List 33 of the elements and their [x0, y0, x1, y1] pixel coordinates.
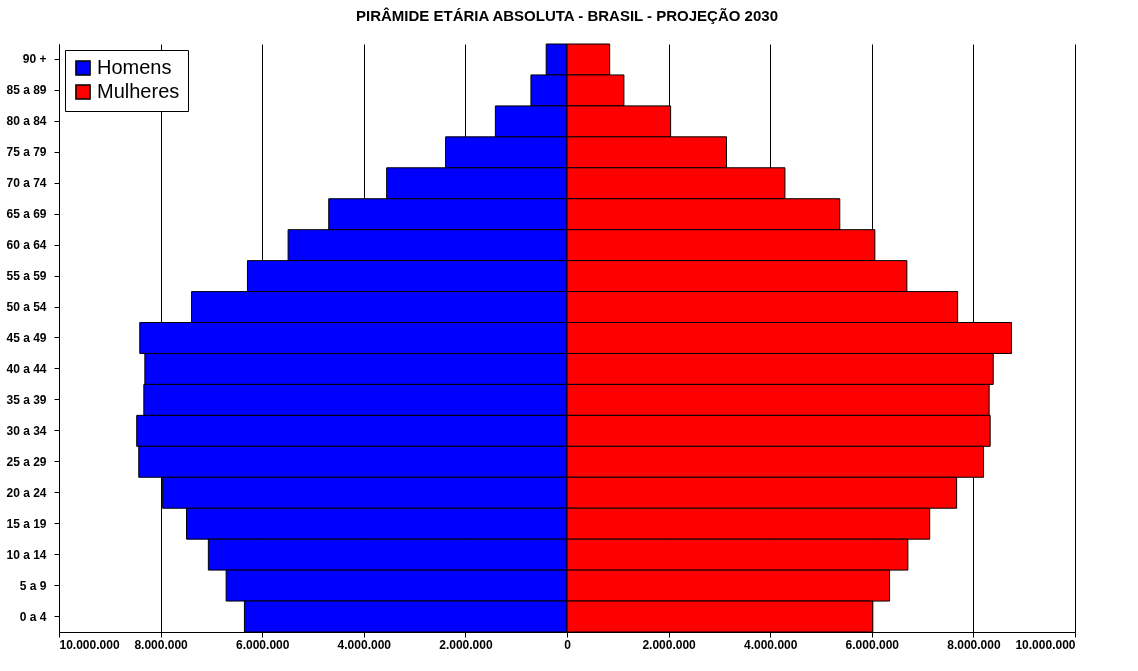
y-tick-label: 80 a 84	[6, 114, 47, 129]
x-tick-label: 4.000.000	[744, 637, 798, 652]
x-tick-label: 6.000.000	[236, 637, 290, 652]
y-tick-label: 45 a 49	[6, 331, 47, 345]
y-tick-label: 15 a 19	[6, 516, 47, 531]
legend-label: Homens	[97, 56, 172, 78]
x-tick-label: 8.000.000	[947, 637, 1001, 652]
y-tick-label: 25 a 29	[6, 454, 47, 469]
y-tick-label: 20 a 24	[6, 485, 47, 500]
y-tick-label: 90 +	[22, 52, 47, 67]
y-tick-label: 0 a 4	[19, 609, 47, 624]
y-tick-label: 55 a 59	[6, 269, 47, 284]
x-tick-label: 10.000.000	[59, 637, 120, 652]
x-tick-label: 8.000.000	[134, 637, 189, 652]
x-tick-label: 2.000.000	[642, 637, 697, 652]
x-tick-label: 6.000.000	[845, 637, 900, 652]
legend-label: Mulheres	[97, 80, 180, 102]
chart-title: PIRÂMIDE ETÁRIA ABSOLUTA - BRASIL - PROJEÇÃO 2030	[356, 6, 778, 24]
y-tick-label: 30 a 34	[6, 423, 47, 438]
y-tick-label: 10 a 14	[6, 547, 47, 562]
y-tick-label: 60 a 64	[6, 238, 47, 253]
y-tick-label: 65 a 69	[6, 207, 47, 222]
y-tick-label: 50 a 54	[6, 300, 47, 315]
x-tick-label: 4.000.000	[337, 637, 392, 652]
y-tick-label: 70 a 74	[6, 176, 47, 191]
x-tick-label: 2.000.000	[439, 637, 493, 652]
x-tick-label: 10.000.000	[1015, 637, 1076, 652]
y-tick-label: 40 a 44	[6, 361, 47, 376]
y-tick-label: 85 a 89	[6, 83, 47, 98]
y-tick-label: 5 a 9	[19, 578, 47, 593]
y-tick-label: 35 a 39	[6, 392, 47, 407]
x-tick-label: 0	[564, 637, 572, 652]
y-tick-label: 75 a 79	[6, 145, 47, 160]
